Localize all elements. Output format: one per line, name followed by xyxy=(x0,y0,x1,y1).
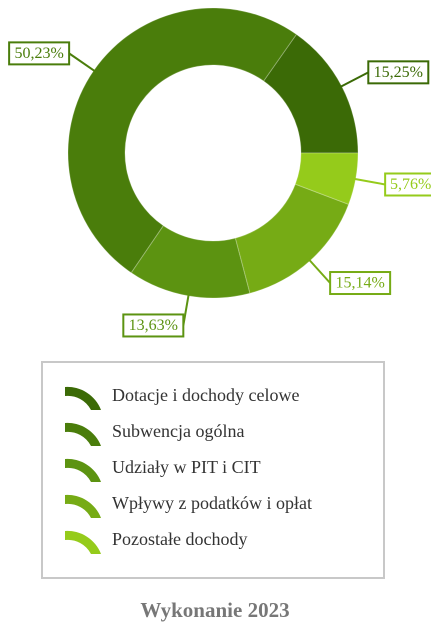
legend-icon xyxy=(65,494,101,518)
legend-icon xyxy=(65,386,101,410)
data-label-box xyxy=(122,313,185,338)
data-label: 50,23% xyxy=(14,45,63,62)
data-label-box xyxy=(384,172,431,197)
data-label-box xyxy=(367,60,430,85)
data-label: 15,14% xyxy=(335,275,384,292)
data-label: 5,76% xyxy=(390,176,431,193)
data-label-box xyxy=(329,271,392,296)
leader-line xyxy=(307,258,331,284)
data-label: 13,63% xyxy=(129,317,178,334)
donut-segment xyxy=(67,7,298,274)
legend-label: Dotacje i dochody celowe xyxy=(112,385,299,405)
data-label-box xyxy=(8,41,71,66)
legend-label: Pozostałe dochody xyxy=(112,529,247,549)
leader-line xyxy=(68,52,97,73)
donut-segment xyxy=(294,152,359,205)
chart-title: Wykonanie 2023 xyxy=(140,598,289,622)
legend-label: Subwencja ogólna xyxy=(112,421,244,441)
legend-icon xyxy=(65,458,101,482)
donut-segment xyxy=(262,33,359,154)
donut-segment xyxy=(234,183,350,294)
legend-box xyxy=(41,361,385,579)
legend-label: Udziały w PIT i CIT xyxy=(112,457,261,477)
data-label: 15,25% xyxy=(374,64,423,81)
leader-line xyxy=(339,71,369,88)
legend-icon xyxy=(65,530,101,554)
donut-segment xyxy=(130,225,251,299)
leader-line xyxy=(353,177,386,186)
legend-label: Wpływy z podatków i opłat xyxy=(112,493,312,513)
legend-icon xyxy=(65,422,101,446)
